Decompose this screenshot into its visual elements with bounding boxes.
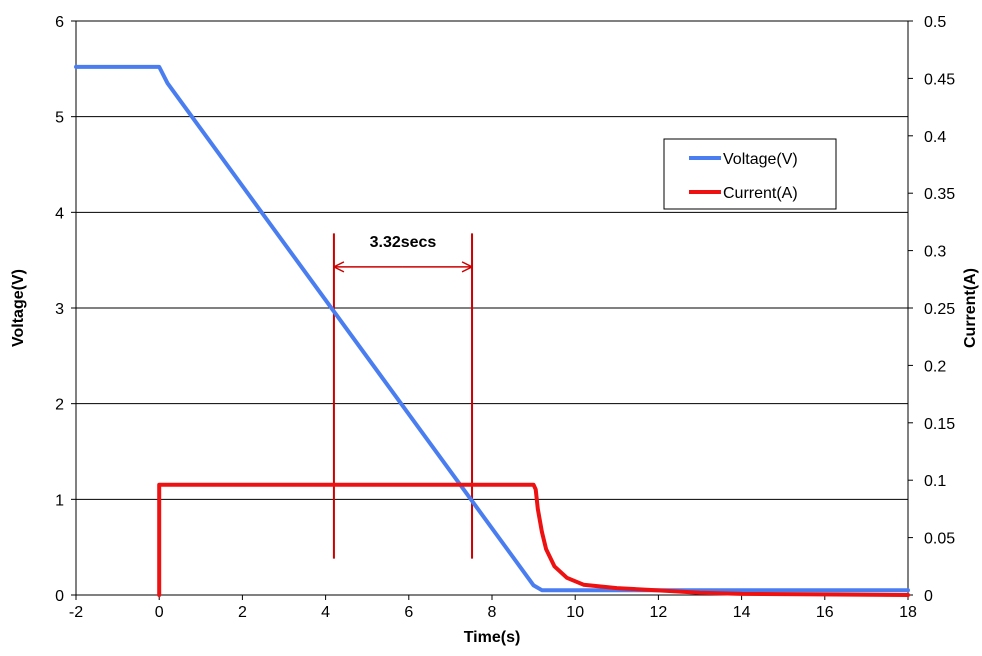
- y2-tick-label-2: 0.1: [924, 473, 946, 490]
- x-tick-label-2: 2: [238, 604, 247, 621]
- series-line-1: [157, 482, 910, 597]
- x-tick-label-5: 8: [488, 604, 497, 621]
- y2-tick-label-7: 0.35: [924, 186, 955, 203]
- legend: Voltage(V) Current(A): [663, 138, 837, 210]
- axis-labels: Time(s) Voltage(V) Current(A): [10, 268, 979, 646]
- x-tick-label-3: 4: [321, 604, 330, 621]
- y2-tick-label-3: 0.15: [924, 416, 955, 433]
- x-tick-label-0: -2: [69, 604, 83, 621]
- x-tick-label-6: 10: [566, 604, 584, 621]
- y2-tick-label-5: 0.25: [924, 301, 955, 318]
- y2-tick-label-0: 0: [924, 588, 933, 605]
- y-axis-label: Voltage(V): [10, 269, 27, 347]
- x-tick-label-1: 0: [155, 604, 164, 621]
- legend-label-1: Current(A): [723, 185, 798, 202]
- y-tick-label-5: 5: [55, 110, 64, 127]
- x-tick-label-7: 12: [650, 604, 668, 621]
- y-tick-label-4: 4: [55, 205, 64, 222]
- y-tick-label-0: 0: [55, 588, 64, 605]
- legend-label-0: Voltage(V): [723, 151, 798, 168]
- x-axis-label: Time(s): [464, 629, 521, 646]
- x-tick-label-4: 6: [404, 604, 413, 621]
- x-tick-label-8: 14: [733, 604, 751, 621]
- annotation-label: 3.32secs: [370, 234, 437, 251]
- x-tick-label-10: 18: [899, 604, 917, 621]
- series-group: [74, 64, 910, 597]
- y2-tick-label-6: 0.3: [924, 244, 946, 261]
- y2-tick-label-4: 0.2: [924, 358, 946, 375]
- y2-tick-label-8: 0.4: [924, 129, 946, 146]
- y2-tick-label-1: 0.05: [924, 531, 955, 548]
- legend-box: [663, 138, 837, 210]
- annotation-group: 3.32secs: [332, 233, 474, 559]
- y-tick-label-6: 6: [55, 14, 64, 31]
- y2-tick-label-10: 0.5: [924, 14, 946, 31]
- grid-lines: [76, 20, 908, 500]
- y-tick-label-1: 1: [55, 492, 64, 509]
- y2-axis-label: Current(A): [962, 268, 979, 348]
- y2-tick-label-9: 0.45: [924, 71, 955, 88]
- y-tick-label-3: 3: [55, 301, 64, 318]
- y-tick-label-2: 2: [55, 397, 64, 414]
- x-tick-label-9: 16: [816, 604, 834, 621]
- axes: -2 0 2 4 6 8 10 12 14 16 18012345600.050.10.150.20…: [55, 14, 955, 621]
